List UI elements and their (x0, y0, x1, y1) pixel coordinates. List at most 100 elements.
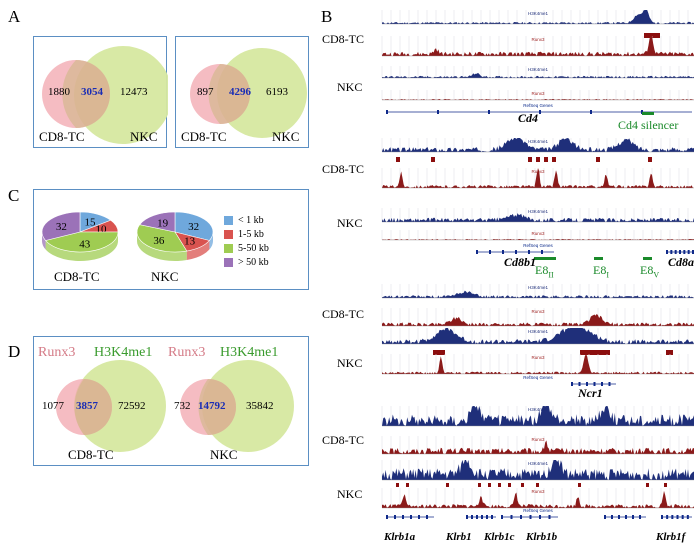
gene-cd4: Cd4 (518, 111, 539, 125)
venn-d-title-a-left: Runx3 (38, 345, 76, 360)
venn-d2-label: NKC (210, 447, 238, 462)
signal-track (382, 99, 694, 100)
runx3-peak-bar (552, 157, 556, 162)
venn-a1-label-left: CD8-TC (39, 129, 85, 144)
signal-track (382, 313, 694, 326)
panel-b: H3K4me1 Runx3 H3K4me1 Runx3 RefSeq Genes H3K4… (316, 0, 700, 550)
pie-slice-label: 13 (184, 236, 196, 248)
e8ii-bar (534, 257, 556, 260)
venn-d1-overlap: 3857 (76, 400, 98, 412)
track-name: Runx3 (531, 169, 545, 174)
row-label: NKC (337, 216, 363, 230)
runx3-peak-bar (528, 157, 532, 162)
venn-d2-other: 35842 (246, 400, 274, 412)
gene-cd4-silencer: Cd4 silencer (618, 118, 679, 132)
venn-a2-label-left: CD8-TC (181, 129, 227, 144)
pie-slice (174, 211, 214, 241)
signal-track (382, 138, 694, 152)
track-name: Runx3 (531, 91, 545, 96)
venn-d2-only: 732 (174, 400, 191, 412)
venn-d-title-b-left: H3K4me1 (94, 345, 153, 360)
runx3-peak-bar (521, 483, 524, 487)
row-label: CD8-TC (322, 433, 364, 447)
genome-tracks: H3K4me1 Runx3 H3K4me1 Runx3 RefSeq Genes H3K4… (381, 10, 694, 519)
signal-track (382, 72, 694, 78)
venn-a2-label-right: NKC (272, 129, 300, 144)
legend-item: 1-5 kb (224, 228, 269, 241)
runx3-peak-bar (396, 157, 400, 162)
track-name: RefSeq Genes (523, 375, 553, 380)
venn-a1-label-right: NKC (130, 129, 158, 144)
track-name: H3K4me1 (528, 139, 549, 144)
track-name: Runx3 (531, 489, 545, 494)
track-name: H3K4me1 (528, 407, 549, 412)
signal-track (382, 168, 694, 188)
runx3-peak-bar (536, 157, 540, 162)
pie-slice (45, 231, 119, 253)
pie-side (137, 232, 187, 261)
panel-label-c: C (8, 186, 20, 205)
runx3-peak-bar (508, 483, 511, 487)
track-name: Runx3 (531, 231, 545, 236)
track-name: H3K4me1 (528, 285, 549, 290)
pie-side (45, 232, 118, 261)
signal-track (382, 490, 694, 508)
row-label: NKC (337, 356, 363, 370)
row-label: CD8-TC (322, 307, 364, 321)
runx3-peak-bar (666, 350, 673, 355)
row-label: NKC (337, 80, 363, 94)
track-name: H3K4me1 (528, 11, 549, 16)
runx3-peak-bar (648, 157, 652, 162)
legend-item: < 1 kb (224, 214, 269, 227)
track-name: Runx3 (531, 355, 545, 360)
runx3-peak-bar (488, 483, 491, 487)
runx3-peak-bar (433, 350, 445, 355)
runx3-peak-bar (536, 483, 539, 487)
gene-cd8a: Cd8a (668, 255, 695, 269)
gene-klrb1f: Klrb1f (656, 531, 686, 543)
track-name: Runx3 (531, 309, 545, 314)
row-label: CD8-TC (322, 32, 364, 46)
panel-a-left-box: 1880 3054 12473 CD8-TC NKC (33, 36, 168, 148)
venn-a1-overlap: 3054 (81, 86, 103, 98)
runx3-peak-bar (431, 157, 435, 162)
track-name: RefSeq Genes (523, 103, 553, 108)
e8v-bar (643, 257, 652, 260)
legend-item: 5-50 kb (224, 242, 269, 255)
legend-item: > 50 kb (224, 256, 269, 269)
venn-d1-other: 72592 (118, 400, 146, 412)
venn-a1-other: 12473 (120, 86, 148, 98)
venn-d-title-b-right: H3K4me1 (220, 345, 279, 360)
gene-klrb1c: Klrb1c (484, 531, 515, 543)
pie-slice-label: 15 (85, 217, 97, 229)
pie-legend: < 1 kb 1-5 kb 5-50 kb > 50 kb (224, 214, 269, 269)
track-name: H3K4me1 (528, 329, 549, 334)
signal-track (382, 406, 694, 426)
cd4-silencer-bar (642, 112, 654, 115)
gene-klrb1b: Klrb1b (526, 531, 558, 543)
pie-slice-label: 19 (157, 217, 169, 229)
runx3-peak-bar (544, 157, 548, 162)
signal-track (382, 460, 694, 480)
runx3-peak-bar (578, 483, 581, 487)
e8i-bar (594, 257, 603, 260)
panel-label-b: B (321, 7, 333, 26)
row-label: NKC (337, 487, 363, 501)
venn-d1-only: 1077 (42, 400, 64, 412)
track-name: H3K4me1 (528, 209, 549, 214)
row-label: CD8-TC (322, 162, 364, 176)
signal-track (382, 36, 694, 56)
signal-track (382, 239, 694, 240)
runx3-peak-bar (446, 483, 449, 487)
venn-a2-only: 897 (197, 86, 214, 98)
track-name: Runx3 (531, 37, 545, 42)
venn-d-title-a-right: Runx3 (168, 345, 206, 360)
runx3-peak-bar (478, 483, 481, 487)
signal-track (382, 440, 694, 454)
venn-a2-overlap: 4296 (229, 86, 251, 98)
panel-a-right-box: 897 4296 6193 CD8-TC NKC (175, 36, 309, 148)
panel-label-a: A (8, 7, 21, 26)
gene-cd8b1: Cd8b1 (504, 255, 537, 269)
signal-track (382, 213, 694, 222)
